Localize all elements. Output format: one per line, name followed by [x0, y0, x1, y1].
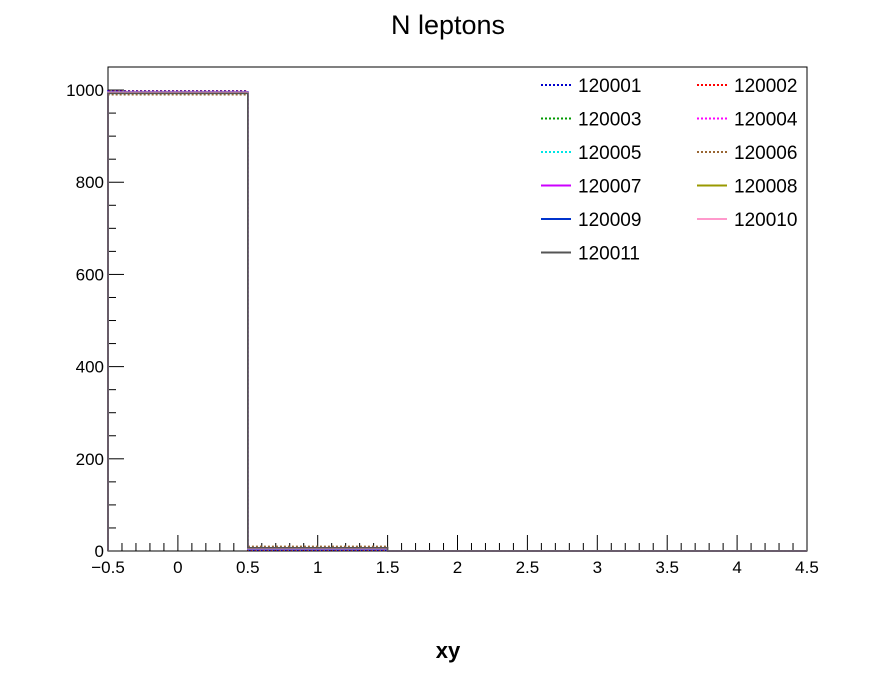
- x-tick-label: 0.5: [236, 558, 260, 577]
- legend-label: 120007: [578, 177, 641, 198]
- series-120011-line: [107, 92, 807, 552]
- legend-label: 120009: [578, 210, 641, 231]
- y-tick-label: 600: [76, 265, 104, 284]
- x-axis-label: xy: [436, 638, 461, 663]
- x-tick-label: 3: [593, 558, 602, 577]
- x-tick-label: 3.5: [655, 558, 679, 577]
- x-tick-label: 4: [732, 558, 741, 577]
- y-tick-label: 400: [76, 358, 104, 377]
- legend-label: 120001: [578, 76, 641, 97]
- x-tick-label: 2: [453, 558, 462, 577]
- x-tick-label: 0: [173, 558, 182, 577]
- legend-label: 120003: [578, 110, 641, 131]
- y-tick-label: 200: [76, 450, 104, 469]
- chart-title: N leptons: [391, 10, 505, 40]
- legend-label: 120005: [578, 143, 641, 164]
- histogram-series: [107, 90, 807, 552]
- legend-label: 120008: [734, 177, 797, 198]
- legend-label: 120002: [734, 76, 797, 97]
- y-tick-label: 0: [95, 542, 104, 561]
- y-tick-label: 800: [76, 173, 104, 192]
- legend-label: 120004: [734, 110, 798, 131]
- legend: 120001 120002 120003 120004 120005 120006 1200…: [541, 76, 798, 265]
- y-tick-label: 1000: [66, 81, 104, 100]
- x-tick-label: 2.5: [516, 558, 540, 577]
- x-tick-labels: −0.5 0 0.5 1 1.5 2 2.5 3 3.5 4 4.5: [91, 558, 819, 577]
- x-tick-label: −0.5: [91, 558, 125, 577]
- legend-label: 120006: [734, 143, 797, 164]
- legend-label: 120010: [734, 210, 797, 231]
- x-tick-label: 1.5: [376, 558, 400, 577]
- y-tick-labels: 0 200 400 600 800 1000: [66, 81, 104, 561]
- x-tick-label: 4.5: [795, 558, 819, 577]
- x-tick-label: 1: [313, 558, 322, 577]
- legend-label: 120011: [578, 244, 640, 265]
